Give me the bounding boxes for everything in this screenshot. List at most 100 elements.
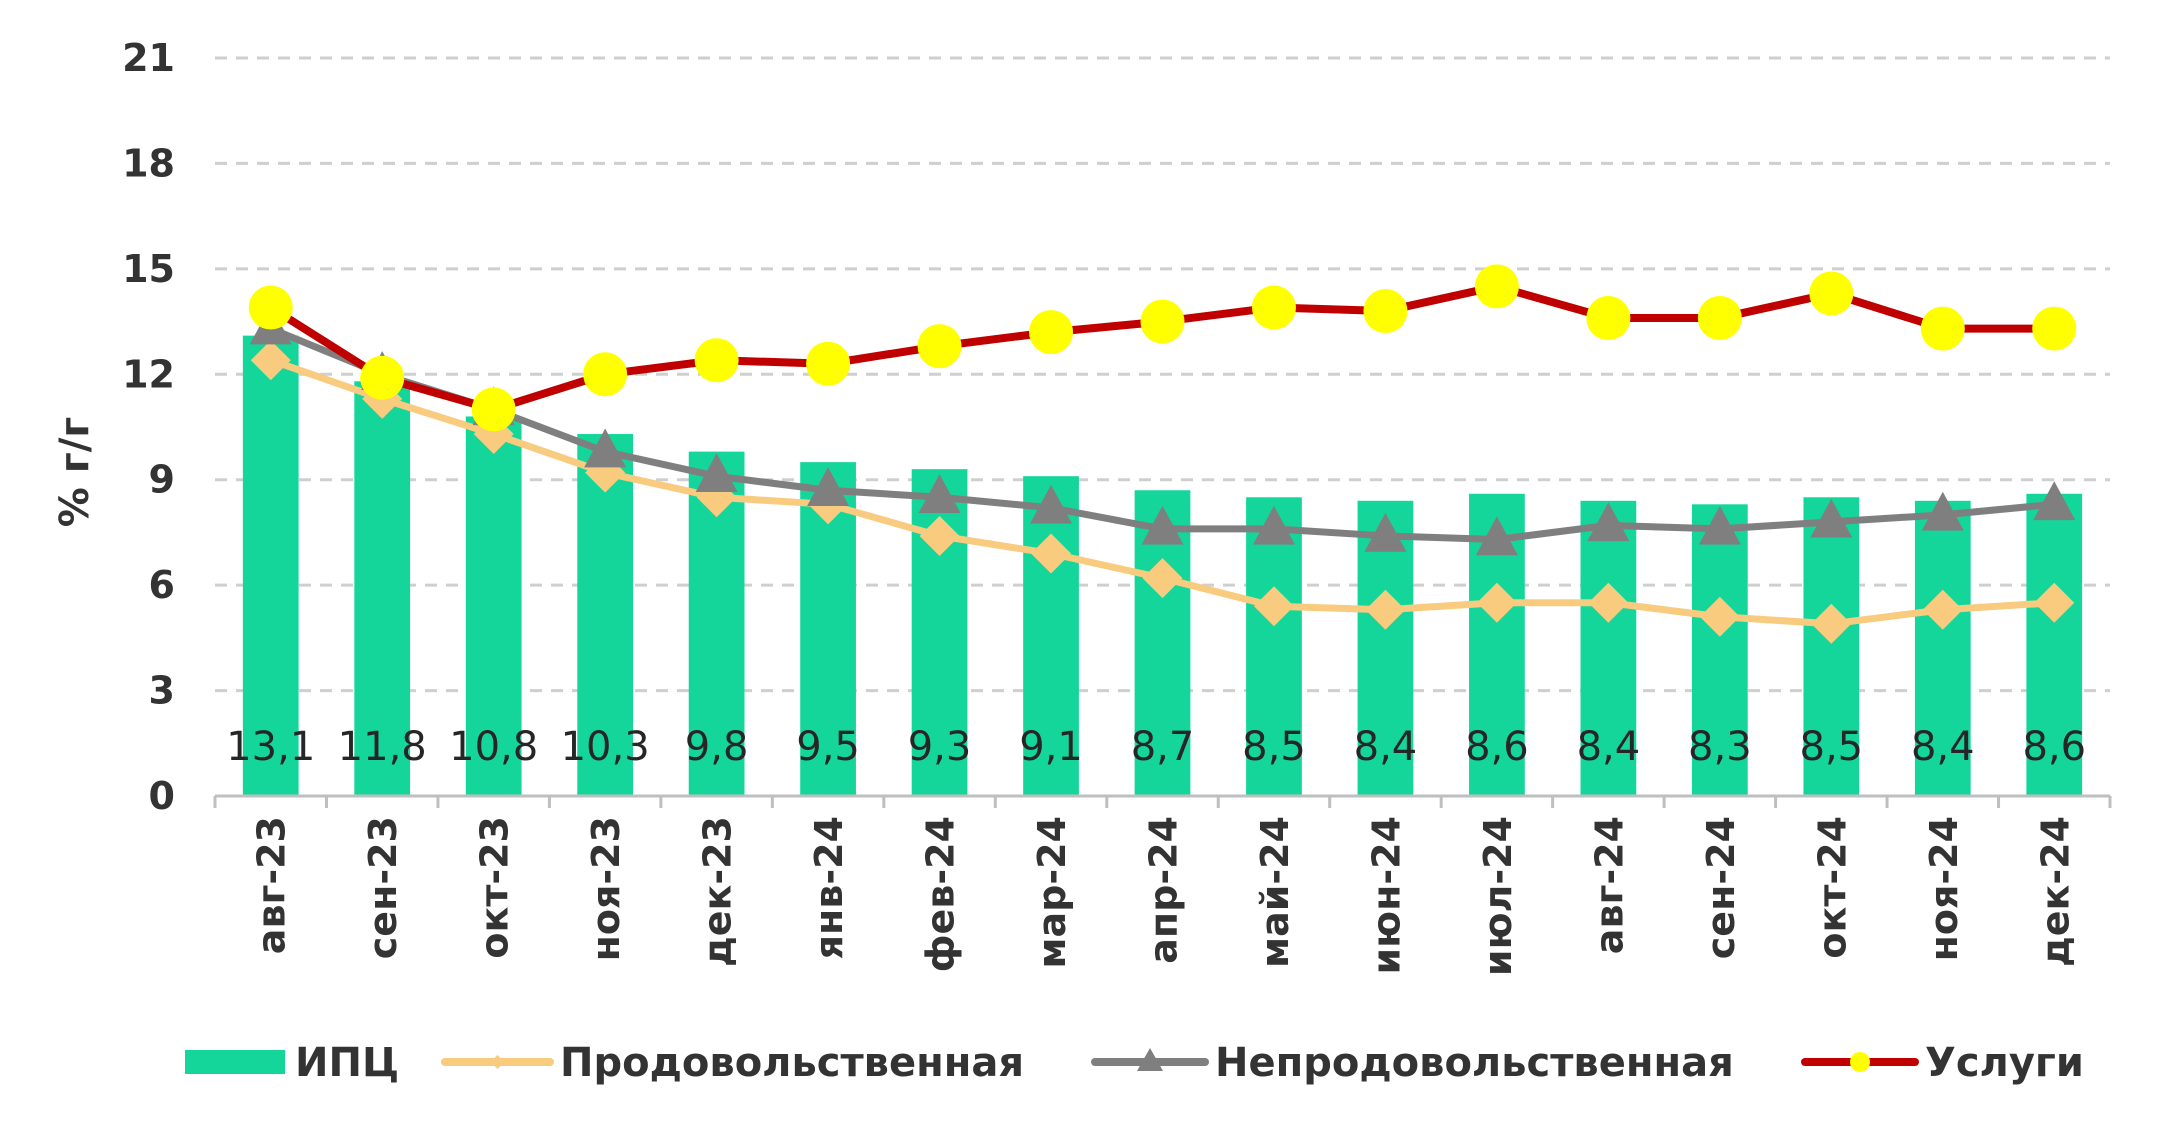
nonfood-marker	[1587, 502, 1630, 542]
legend-item: Продовольственная	[441, 1040, 1024, 1086]
x-tick-label: ноя-23	[584, 816, 628, 961]
bar-data-label: 9,3	[908, 724, 972, 770]
nonfood-marker	[584, 428, 627, 468]
legend-item: Непродовольственная	[1091, 1040, 1734, 1086]
ipc-bar	[242, 335, 299, 796]
x-tick-label: сен-23	[361, 816, 405, 959]
legend-marker	[1850, 1052, 1870, 1072]
x-tick-label: июл-24	[1476, 816, 1520, 976]
bar-data-label: 8,3	[1688, 724, 1752, 770]
x-tick-label: янв-24	[807, 816, 851, 959]
bar-data-label: 8,4	[1577, 724, 1641, 770]
bar-data-label: 13,1	[226, 724, 315, 770]
food-marker	[1253, 586, 1294, 627]
ipc-bar	[1246, 497, 1302, 796]
services-marker	[248, 285, 293, 330]
services-marker	[1251, 285, 1296, 330]
ipc-bar	[2026, 493, 2083, 796]
legend-label: Услуги	[1925, 1040, 2084, 1086]
gridlines	[215, 56, 2110, 693]
x-tick-label: ноя-24	[1922, 816, 1966, 961]
services-marker	[471, 387, 516, 432]
y-tick-label: 6	[149, 563, 175, 607]
nonfood-marker	[1921, 491, 1964, 531]
food-marker	[2034, 582, 2075, 623]
x-tick-label: июн-24	[1364, 816, 1408, 974]
x-tick-label: дек-23	[696, 816, 740, 967]
services-marker	[2032, 306, 2077, 351]
ipc-bars	[242, 335, 2083, 796]
x-tick-label: окт-24	[1810, 816, 1854, 959]
bar-data-label: 9,1	[1019, 724, 1083, 770]
series-services-line	[248, 264, 2077, 432]
services-marker	[1029, 310, 1074, 355]
food-marker	[1142, 558, 1183, 599]
food-marker	[1588, 582, 1629, 623]
services-marker	[694, 338, 739, 383]
ipc-bar	[1914, 500, 1971, 796]
bar-data-label: 8,5	[1800, 724, 1864, 770]
services-marker	[1140, 299, 1185, 344]
bar-data-label: 9,5	[796, 724, 860, 770]
food-marker	[250, 340, 291, 381]
legend-label: ИПЦ	[295, 1040, 399, 1086]
bar-data-label: 8,4	[1911, 724, 1975, 770]
series-nonfood-line	[249, 305, 2076, 556]
legend-swatch	[185, 1050, 285, 1074]
nonfood-marker	[1030, 484, 1073, 524]
y-tick-label: 18	[122, 141, 175, 185]
x-tick-label: апр-24	[1142, 816, 1186, 964]
y-axis-label: % г/г	[52, 417, 98, 527]
legend: ИПЦ Продовольственная Непродовольственная У…	[185, 1040, 2084, 1086]
food-marker	[1031, 533, 1072, 574]
food-marker	[1699, 596, 1740, 637]
axes: 0 3 6 9 12 15 18 21 авг-23 сен-23 окт-23 ноя-23 дек-…	[122, 36, 2112, 976]
services-marker	[806, 341, 851, 386]
x-tick-label: окт-23	[473, 816, 517, 959]
nonfood-marker	[2033, 481, 2076, 521]
bar-data-label: 8,6	[1465, 724, 1529, 770]
nonfood-marker	[1364, 512, 1407, 552]
x-tick-label: дек-24	[2033, 816, 2077, 967]
legend-label: Непродовольственная	[1215, 1040, 1734, 1086]
services-marker	[1363, 289, 1408, 334]
x-tick-label: мар-24	[1030, 816, 1074, 969]
x-tick-label: фев-24	[919, 816, 963, 972]
food-marker	[1922, 589, 1963, 630]
y-tick-label: 15	[122, 247, 175, 291]
food-marker	[1811, 603, 1852, 644]
nonfood-marker	[1698, 505, 1741, 545]
x-tick-label: май-24	[1253, 816, 1297, 968]
services-marker	[1586, 296, 1631, 341]
bar-data-label: 10,8	[449, 724, 538, 770]
services-marker	[360, 355, 405, 400]
nonfood-marker	[695, 453, 738, 492]
services-marker	[1474, 264, 1519, 309]
bar-data-labels: 13,1 11,8 10,8 10,3 9,8 9,5 9,3 9,1 8,7 8,5 8,4 8,6…	[226, 724, 2086, 770]
food-marker	[1476, 582, 1517, 623]
ipc-bar	[465, 416, 522, 796]
ipc-bar	[1023, 476, 1079, 796]
bar-data-label: 11,8	[338, 724, 427, 770]
ipc-bar	[354, 381, 411, 796]
x-tick-label: авг-24	[1587, 816, 1631, 954]
ipc-bar	[577, 434, 634, 796]
y-tick-label: 21	[122, 36, 175, 80]
y-tick-label: 0	[149, 774, 175, 818]
bar-data-label: 8,5	[1242, 724, 1306, 770]
nonfood-marker	[1475, 516, 1518, 556]
services-marker	[1809, 271, 1854, 316]
food-marker	[1365, 589, 1406, 630]
line-series	[248, 264, 2077, 644]
legend-label: Продовольственная	[560, 1040, 1024, 1086]
services-marker	[917, 324, 962, 369]
y-tick-label: 9	[149, 458, 175, 502]
y-tick-label: 12	[122, 352, 175, 396]
legend-marker	[490, 1055, 505, 1069]
bar-data-label: 9,8	[685, 724, 749, 770]
ipc-bar	[1803, 497, 1860, 796]
ipc-bar	[1580, 500, 1637, 796]
x-tick-label: сен-24	[1699, 816, 1743, 959]
